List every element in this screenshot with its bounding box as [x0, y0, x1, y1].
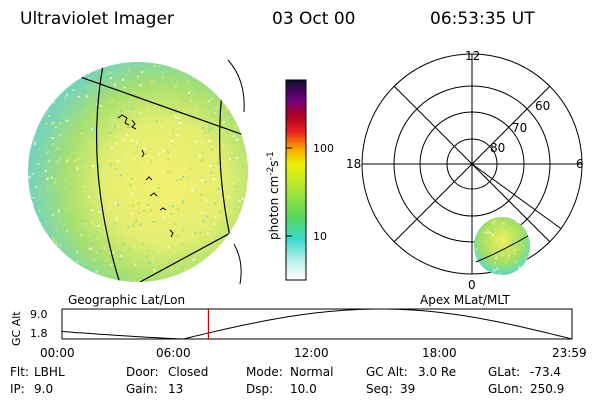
param-ip-key: IP: — [10, 382, 25, 396]
param-dsp-val: 10.0 — [290, 382, 317, 396]
param-door-key: Door: — [126, 365, 159, 379]
time-label: 06:53:35 UT — [430, 9, 535, 29]
instrument-title: Ultraviolet Imager — [20, 9, 174, 29]
mlt-label-18: 18 — [346, 157, 361, 171]
altitude-plot: GC Alt 9.0 1.8 00:00 06:00 12:00 18:00 2… — [10, 308, 587, 360]
param-seq-key: Seq: — [366, 382, 393, 396]
param-seq-val: 39 — [400, 382, 415, 396]
xtick-2359: 23:59 — [552, 346, 587, 360]
xtick-0000: 00:00 — [40, 346, 75, 360]
param-glat-val: -73.4 — [530, 365, 561, 379]
date-label: 03 Oct 00 — [272, 9, 355, 29]
param-mode-key: Mode: — [246, 365, 283, 379]
polar-plot: 12 18 6 0 60 70 80 — [346, 49, 584, 292]
param-flt-val: LBHL — [34, 365, 65, 379]
param-flt-key: Flt: — [10, 365, 29, 379]
mlat-label-60: 60 — [535, 99, 550, 113]
left-panel-label: Geographic Lat/Lon — [68, 293, 185, 307]
colorbar-label: photon cm-2s-1 — [266, 151, 281, 240]
polar-panel-label: Apex MLat/MLT — [420, 293, 510, 307]
mlat-label-80: 80 — [490, 141, 505, 155]
param-mode-val: Normal — [290, 365, 333, 379]
colorbar: 100 10 photon cm-2s-1 — [266, 79, 334, 281]
mlt-label-12: 12 — [465, 49, 480, 63]
altitude-ytick-9: 9.0 — [30, 308, 48, 321]
mlt-label-0: 0 — [468, 278, 476, 292]
mlt-label-6: 6 — [576, 157, 584, 171]
xtick-1800: 18:00 — [422, 346, 457, 360]
colorbar-tick-10: 10 — [313, 230, 327, 243]
param-ip-val: 9.0 — [34, 382, 53, 396]
param-glon-val: 250.9 — [530, 382, 564, 396]
earth-image — [28, 59, 248, 285]
param-glon-key: GLon: — [488, 382, 523, 396]
param-gcalt-key: GC Alt: — [366, 365, 408, 379]
coastline — [117, 59, 245, 285]
param-gain-key: Gain: — [126, 382, 158, 396]
param-gcalt-val: 3.0 Re — [418, 365, 456, 379]
colorbar-tick-100: 100 — [313, 142, 334, 155]
altitude-curve — [61, 308, 573, 340]
parameter-table: Flt: LBHL Door: Closed Mode: Normal GC A… — [10, 365, 564, 396]
xtick-1200: 12:00 — [294, 346, 329, 360]
param-gain-val: 13 — [168, 382, 183, 396]
param-dsp-key: Dsp: — [246, 382, 273, 396]
xtick-0600: 06:00 — [156, 346, 191, 360]
param-door-val: Closed — [168, 365, 208, 379]
mlat-label-70: 70 — [512, 121, 527, 135]
altitude-ytick-1-8: 1.8 — [30, 327, 48, 340]
altitude-ylabel: GC Alt — [10, 311, 23, 346]
param-glat-key: GLat: — [488, 365, 520, 379]
